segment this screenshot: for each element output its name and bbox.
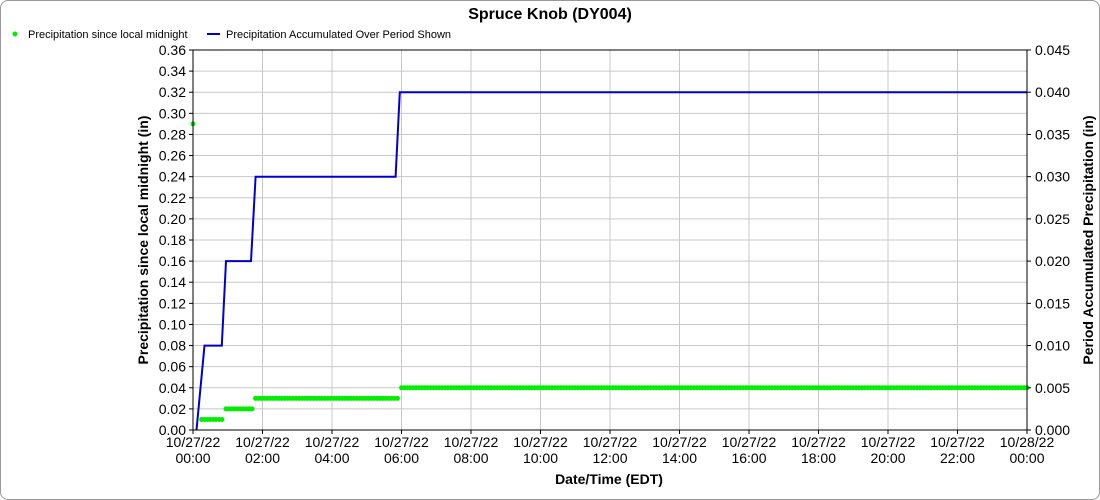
x-tick-time: 00:00 (175, 450, 210, 466)
right-tick-label: 0.045 (1035, 42, 1070, 58)
left-tick-label: 0.12 (159, 295, 186, 311)
x-tick-date: 10/27/22 (583, 434, 638, 450)
chart-title: Spruce Knob (DY004) (468, 6, 632, 23)
left-tick-label: 0.08 (159, 338, 186, 354)
x-tick-date: 10/27/22 (235, 434, 290, 450)
left-tick-label: 0.30 (159, 105, 186, 121)
x-tick-time: 06:00 (384, 450, 419, 466)
legend-dot-marker (12, 31, 18, 37)
x-tick-date: 10/27/22 (513, 434, 568, 450)
x-tick-time: 02:00 (245, 450, 280, 466)
left-y-axis-ticks: 0.00 0.02 0.04 0.06 0.08 0.10 0.12 0.14 0.16 0.18… (159, 42, 193, 438)
right-tick-label: 0.025 (1035, 211, 1070, 227)
left-tick-label: 0.20 (159, 211, 186, 227)
x-tick-date: 10/28/22 (1000, 434, 1055, 450)
x-tick-time: 00:00 (1009, 450, 1044, 466)
x-tick-time: 16:00 (731, 450, 766, 466)
x-tick-date: 10/27/22 (930, 434, 985, 450)
left-tick-label: 0.32 (159, 84, 186, 100)
x-tick-date: 10/27/22 (722, 434, 777, 450)
legend: Precipitation since local midnight Preci… (12, 29, 451, 41)
right-tick-label: 0.015 (1035, 295, 1070, 311)
x-tick-time: 12:00 (592, 450, 627, 466)
right-y-axis-ticks: 0.000 0.005 0.010 0.015 0.020 0.025 0.030 0.035… (1027, 42, 1070, 438)
x-axis-ticks: 10/27/2200:0010/27/2202:0010/27/2204:001… (166, 430, 1055, 466)
series-accumulated (195, 91, 1027, 431)
right-tick-label: 0.020 (1035, 253, 1070, 269)
left-y-axis-label: Precipitation since local midnight (in) (135, 116, 151, 365)
gridlines (192, 49, 1028, 431)
left-tick-label: 0.36 (159, 42, 186, 58)
left-tick-label: 0.28 (159, 126, 186, 142)
left-tick-label: 0.18 (159, 232, 186, 248)
left-tick-label: 0.24 (159, 169, 186, 185)
x-tick-time: 08:00 (453, 450, 488, 466)
right-tick-label: 0.005 (1035, 380, 1070, 396)
left-tick-label: 0.22 (159, 190, 186, 206)
left-tick-label: 0.16 (159, 253, 186, 269)
x-tick-time: 20:00 (870, 450, 905, 466)
x-tick-date: 10/27/22 (166, 434, 221, 450)
x-tick-date: 10/27/22 (791, 434, 846, 450)
data-point (394, 395, 400, 401)
series-since-midnight (190, 121, 1030, 422)
left-tick-label: 0.00 (159, 422, 186, 438)
right-tick-label: 0.030 (1035, 169, 1070, 185)
x-tick-time: 18:00 (801, 450, 836, 466)
left-tick-label: 0.14 (159, 274, 186, 290)
right-tick-label: 0.010 (1035, 338, 1070, 354)
right-tick-label: 0.000 (1035, 422, 1070, 438)
x-tick-date: 10/27/22 (652, 434, 707, 450)
data-point (219, 416, 225, 422)
legend-label-accumulated: Precipitation Accumulated Over Period Sh… (226, 29, 451, 41)
x-tick-date: 10/27/22 (305, 434, 360, 450)
legend-label-since-midnight: Precipitation since local midnight (28, 29, 188, 41)
x-axis-label: Date/Time (EDT) (555, 471, 663, 487)
left-tick-label: 0.10 (159, 316, 186, 332)
x-tick-time: 04:00 (314, 450, 349, 466)
left-tick-label: 0.06 (159, 359, 186, 375)
x-tick-time: 14:00 (662, 450, 697, 466)
right-tick-label: 0.040 (1035, 84, 1070, 100)
left-tick-label: 0.02 (159, 401, 186, 417)
x-tick-time: 10:00 (523, 450, 558, 466)
x-tick-date: 10/27/22 (374, 434, 429, 450)
left-tick-label: 0.04 (159, 380, 186, 396)
right-y-axis-label: Period Accumulated Precipitation (in) (1080, 115, 1096, 364)
data-point (249, 406, 255, 412)
right-tick-label: 0.035 (1035, 126, 1070, 142)
x-tick-date: 10/27/22 (861, 434, 916, 450)
x-tick-date: 10/27/22 (444, 434, 499, 450)
x-tick-time: 22:00 (940, 450, 975, 466)
left-tick-label: 0.26 (159, 148, 186, 164)
accumulated-line (195, 91, 1027, 431)
left-tick-label: 0.34 (159, 63, 186, 79)
